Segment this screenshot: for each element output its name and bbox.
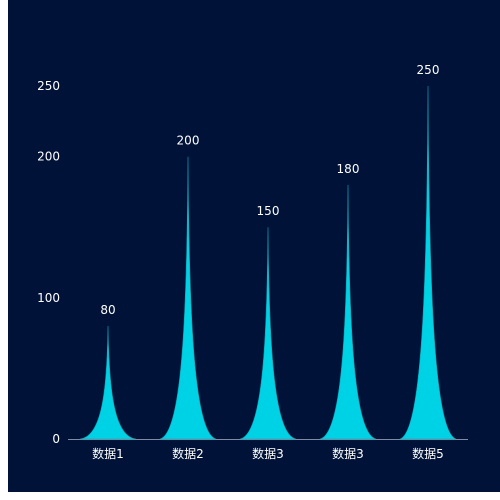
spike-bar (319, 184, 377, 440)
page-bottom-strip (0, 492, 500, 500)
spike-bar (239, 227, 297, 440)
x-tick-label: 数据1 (92, 446, 124, 461)
y-axis-tick-labels: 0 100 200 250 (37, 79, 60, 446)
data-labels-group: 80 200 150 180 250 (100, 63, 439, 317)
spike-bar (79, 326, 137, 440)
x-axis-tick-labels: 数据1 数据2 数据3 数据3 数据5 (92, 446, 444, 461)
data-label: 200 (177, 134, 200, 148)
x-tick-label: 数据2 (172, 446, 204, 461)
x-tick-label: 数据3 (332, 446, 364, 461)
spike-bar (159, 156, 217, 440)
bars-group (79, 85, 457, 440)
y-tick-label: 250 (37, 79, 60, 93)
y-tick-label: 200 (37, 150, 60, 164)
data-label: 150 (257, 204, 280, 218)
spike-bar (399, 85, 457, 440)
y-tick-label: 100 (37, 291, 60, 305)
data-label: 250 (417, 63, 440, 77)
x-tick-label: 数据5 (412, 446, 444, 461)
data-label: 180 (337, 162, 360, 176)
data-label: 80 (100, 303, 115, 317)
y-tick-label: 0 (52, 432, 60, 446)
x-tick-label: 数据3 (252, 446, 284, 461)
